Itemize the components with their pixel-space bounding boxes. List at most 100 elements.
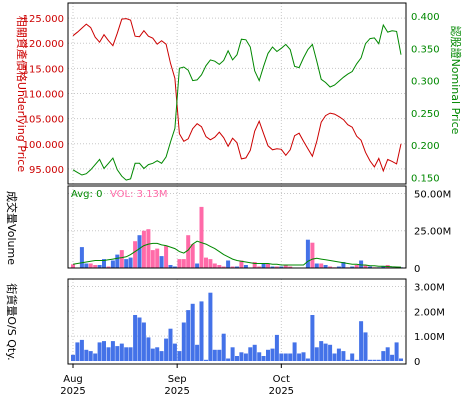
price-left-tick-labels: 95.000 100.000 105.000 110.000 115.000 120.00…	[23, 14, 64, 176]
volume-bar	[97, 265, 102, 268]
outstanding-bar	[261, 356, 266, 361]
nominal-tick-label: 0.300	[411, 77, 440, 88]
outstanding-bar	[88, 351, 93, 361]
underlying-tick-label: 95.000	[29, 165, 64, 176]
volume-bar	[150, 250, 155, 268]
outstanding-bar	[372, 359, 377, 361]
outstanding-bar	[212, 349, 217, 361]
outstanding-bar	[368, 359, 372, 361]
volume-bar	[71, 264, 75, 268]
outstanding-tick-label: 1.00M	[414, 332, 445, 343]
outstanding-bar	[363, 332, 368, 361]
volume-bar	[226, 260, 231, 268]
outstanding-bar	[270, 348, 275, 361]
volume-bar	[204, 257, 208, 268]
underlying-tick-label: 105.000	[23, 115, 64, 126]
underlying-price-line	[72, 18, 402, 173]
volume-bar	[354, 265, 359, 268]
nominal-tick-label: 0.150	[411, 174, 440, 185]
volume-bar	[261, 263, 266, 268]
outstanding-bar	[399, 358, 403, 361]
volume-bar	[336, 266, 341, 268]
volume-bar	[257, 266, 262, 268]
volume-bar	[381, 266, 386, 268]
outstanding-bar	[390, 354, 395, 361]
outstanding-tick-label: 3.00M	[414, 282, 445, 293]
volume-bar	[328, 266, 333, 268]
volume-bar	[319, 263, 324, 268]
volume-bar	[283, 265, 288, 268]
volume-bar	[368, 266, 372, 268]
outstanding-bar	[314, 347, 319, 361]
outstanding-panel-grid	[68, 279, 406, 364]
outstanding-bar	[208, 292, 213, 361]
outstanding-bar	[252, 344, 257, 361]
underlying-tick-label: 125.000	[23, 14, 64, 25]
outstanding-bar	[279, 353, 284, 361]
volume-bar	[363, 265, 368, 268]
outstanding-bar	[217, 349, 222, 361]
volume-bar	[208, 259, 213, 268]
outstanding-bar	[84, 349, 89, 361]
volume-bar	[217, 265, 222, 268]
outstanding-bar	[199, 301, 204, 361]
outstanding-bar	[119, 343, 124, 361]
outstanding-bar	[301, 352, 306, 361]
volume-avg-legend: Avg: 0	[71, 189, 102, 200]
volume-bar	[270, 266, 275, 268]
volume-bar	[84, 263, 89, 268]
nominal-tick-label: 0.200	[411, 141, 440, 152]
volume-bar	[199, 206, 204, 268]
volume-bar	[106, 266, 111, 268]
volume-bar	[102, 259, 106, 268]
outstanding-bar	[150, 348, 155, 361]
volume-average-line	[72, 240, 402, 268]
outstanding-bar	[336, 348, 341, 361]
volume-bar	[133, 241, 138, 268]
volume-bar	[137, 235, 142, 268]
date-month-label: Aug	[63, 374, 83, 385]
outstanding-bar	[146, 337, 151, 361]
outstanding-bar	[345, 359, 350, 361]
outstanding-bar	[195, 344, 200, 361]
volume-bar	[93, 265, 98, 268]
nominal-tick-label: 0.400	[411, 12, 440, 23]
outstanding-bar	[137, 317, 142, 361]
outstanding-bar	[141, 322, 146, 361]
outstanding-bar	[235, 356, 239, 361]
outstanding-bar	[385, 347, 390, 361]
outstanding-bar	[288, 353, 293, 361]
outstanding-bar	[204, 359, 208, 361]
volume-bar	[128, 257, 133, 268]
outstanding-bar	[239, 352, 244, 361]
outstanding-bar	[124, 347, 129, 361]
volume-bar	[115, 254, 120, 268]
outstanding-bar	[102, 341, 106, 361]
volume-bar	[190, 244, 195, 268]
volume-bar	[168, 265, 173, 268]
volume-bar	[124, 259, 129, 268]
outstanding-bar	[159, 351, 164, 361]
outstanding-bar	[155, 347, 160, 361]
outstanding-bar	[319, 341, 324, 361]
outstanding-bar	[394, 342, 399, 361]
volume-bar	[110, 260, 115, 268]
volume-bar	[243, 265, 248, 268]
volume-bar	[305, 239, 310, 268]
outstanding-bar	[230, 347, 235, 361]
date-year-label: 2025	[60, 386, 85, 397]
outstanding-bar	[310, 315, 315, 361]
outstanding-bar	[226, 358, 231, 361]
underlying-tick-label: 100.000	[23, 140, 64, 151]
outstanding-bars	[71, 292, 403, 361]
outstanding-bar	[71, 354, 75, 361]
volume-bar	[230, 266, 235, 268]
outstanding-bar	[79, 339, 84, 361]
outstanding-bar	[93, 353, 98, 361]
volume-bar	[314, 263, 319, 268]
date-year-label: 2025	[269, 386, 294, 397]
volume-bar	[310, 242, 315, 268]
outstanding-bar	[354, 359, 359, 361]
volume-tick-label: 50.00M	[414, 189, 451, 200]
